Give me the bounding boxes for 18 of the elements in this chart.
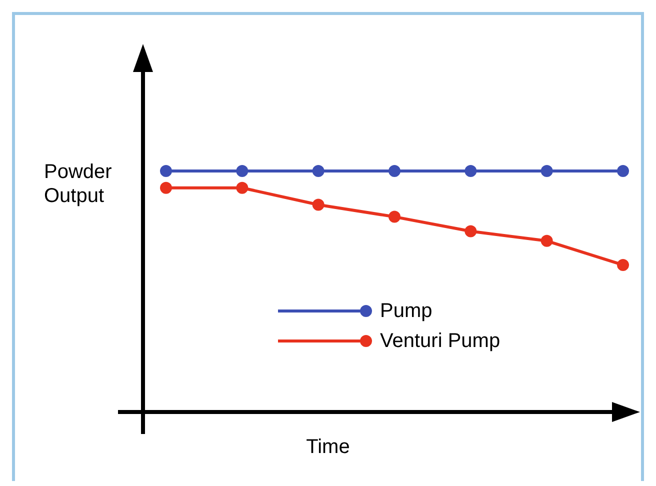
point (312, 198, 324, 211)
point (388, 165, 400, 177)
point (617, 165, 629, 177)
legend-label: Venturi Pump (380, 330, 500, 352)
point (464, 225, 477, 238)
legend-label: Pump (380, 300, 432, 322)
point (160, 165, 172, 177)
y-axis-title: Powder Output (44, 160, 113, 208)
point (464, 165, 477, 177)
point (617, 258, 629, 271)
point (236, 165, 248, 177)
point (388, 210, 400, 223)
x-axis-title: Time (305, 436, 351, 459)
point (236, 182, 248, 194)
point (540, 234, 553, 247)
point (160, 182, 172, 194)
point (312, 165, 324, 177)
point (540, 165, 553, 177)
